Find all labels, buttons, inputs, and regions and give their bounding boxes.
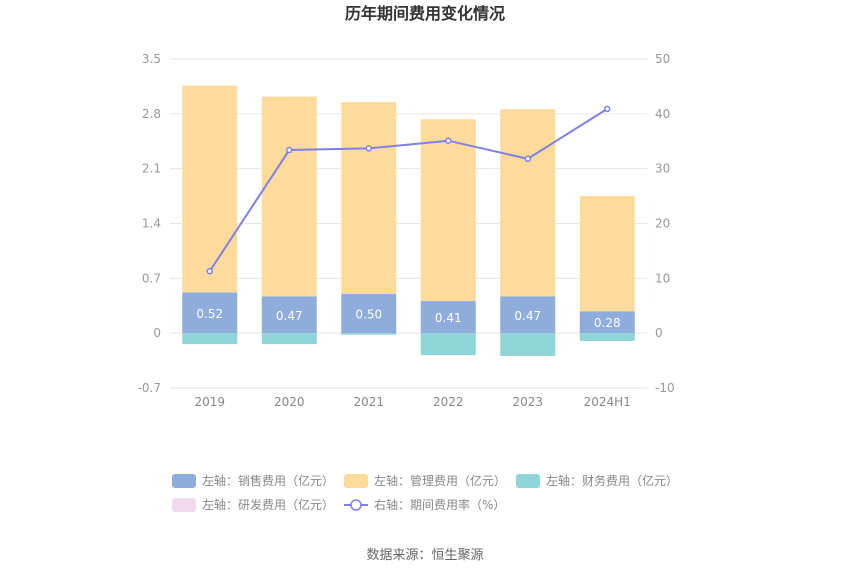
legend-swatch [172,498,196,512]
bar-1 [420,301,476,334]
left-axis-ticks: -0.7 0 0.7 1.4 2.1 2.8 3.5 [138,52,161,395]
bar-1 [341,294,397,334]
bar-1 [261,296,317,334]
bar-2 [182,85,238,293]
line-point [604,105,611,113]
line-point [286,146,293,154]
bar-value-label: 0.47 [514,309,541,323]
line-point [365,145,372,152]
legend: 左轴：销售费用（亿元） 左轴：管理费用（亿元） 左轴：财务费用（亿元） 左轴：研发费用… [172,473,678,512]
line-point [445,137,452,144]
line-point [524,155,531,163]
bar-3 [261,333,317,345]
bar-3 [500,333,556,356]
gridlines [170,58,647,389]
bar-1 [500,296,556,334]
legend-label: 左轴：财务费用（亿元） [546,473,678,488]
left-tick-label: 2.1 [142,162,161,176]
x-tick-label: 2020 [274,395,305,409]
bar-3 [341,333,397,335]
legend-label: 左轴：销售费用（亿元） [202,473,334,488]
bar-2 [341,102,397,294]
bar-3 [579,333,635,341]
legend-swatch [516,474,540,488]
bar-3 [420,333,476,356]
legend-marker-icon [350,499,362,511]
x-tick-label: 2019 [194,395,225,409]
bar-1 [182,292,238,334]
right-tick-label: -10 [655,381,675,395]
x-tick-label: 2022 [433,395,464,409]
left-tick-label: 2.8 [142,107,161,121]
left-tick-label: 1.4 [142,217,161,231]
x-tick-label: 2024H1 [584,395,631,409]
left-tick-label: 0 [153,326,161,340]
bar-2 [261,96,317,297]
right-tick-label: 50 [655,52,670,66]
right-axis-ticks: -10 0 10 20 30 40 50 [655,52,675,395]
bar-value-label: 0.41 [435,311,462,325]
bar-value-label: 0.50 [355,308,382,322]
left-tick-label: 0.7 [142,271,161,285]
left-tick-label: -0.7 [138,381,161,395]
bar-3 [182,333,238,345]
x-tick-label: 2023 [512,395,543,409]
legend-label: 左轴：研发费用（亿元） [202,497,334,512]
x-axis-ticks: 2019 2020 2021 2022 2023 2024H1 [194,395,630,409]
data-labels: 0.52 0.47 0.50 0.41 0.47 0.28 [196,307,620,330]
right-tick-label: 10 [655,271,670,285]
bar-2 [420,119,476,302]
bar-2 [500,109,556,297]
bar-2 [579,196,635,312]
right-tick-label: 40 [655,107,670,121]
line-point [206,267,213,275]
bar-value-label: 0.52 [196,307,223,321]
legend-label: 左轴：管理费用（亿元） [374,473,506,488]
rate-line [206,105,611,275]
line-series [208,108,608,272]
right-tick-label: 30 [655,162,670,176]
left-tick-label: 3.5 [142,52,161,66]
x-tick-label: 2021 [353,395,384,409]
bars [182,85,635,356]
legend-swatch [172,474,196,488]
chart-title: 历年期间费用变化情况 [345,4,505,23]
bar-value-label: 0.28 [594,316,621,330]
legend-label: 右轴：期间费用率（%） [374,497,505,512]
right-tick-label: 0 [655,326,663,340]
legend-swatch [344,474,368,488]
source-note: 数据来源：恒生聚源 [366,548,483,563]
bar-value-label: 0.47 [276,309,303,323]
bar-1 [579,311,635,334]
right-tick-label: 20 [655,217,670,231]
